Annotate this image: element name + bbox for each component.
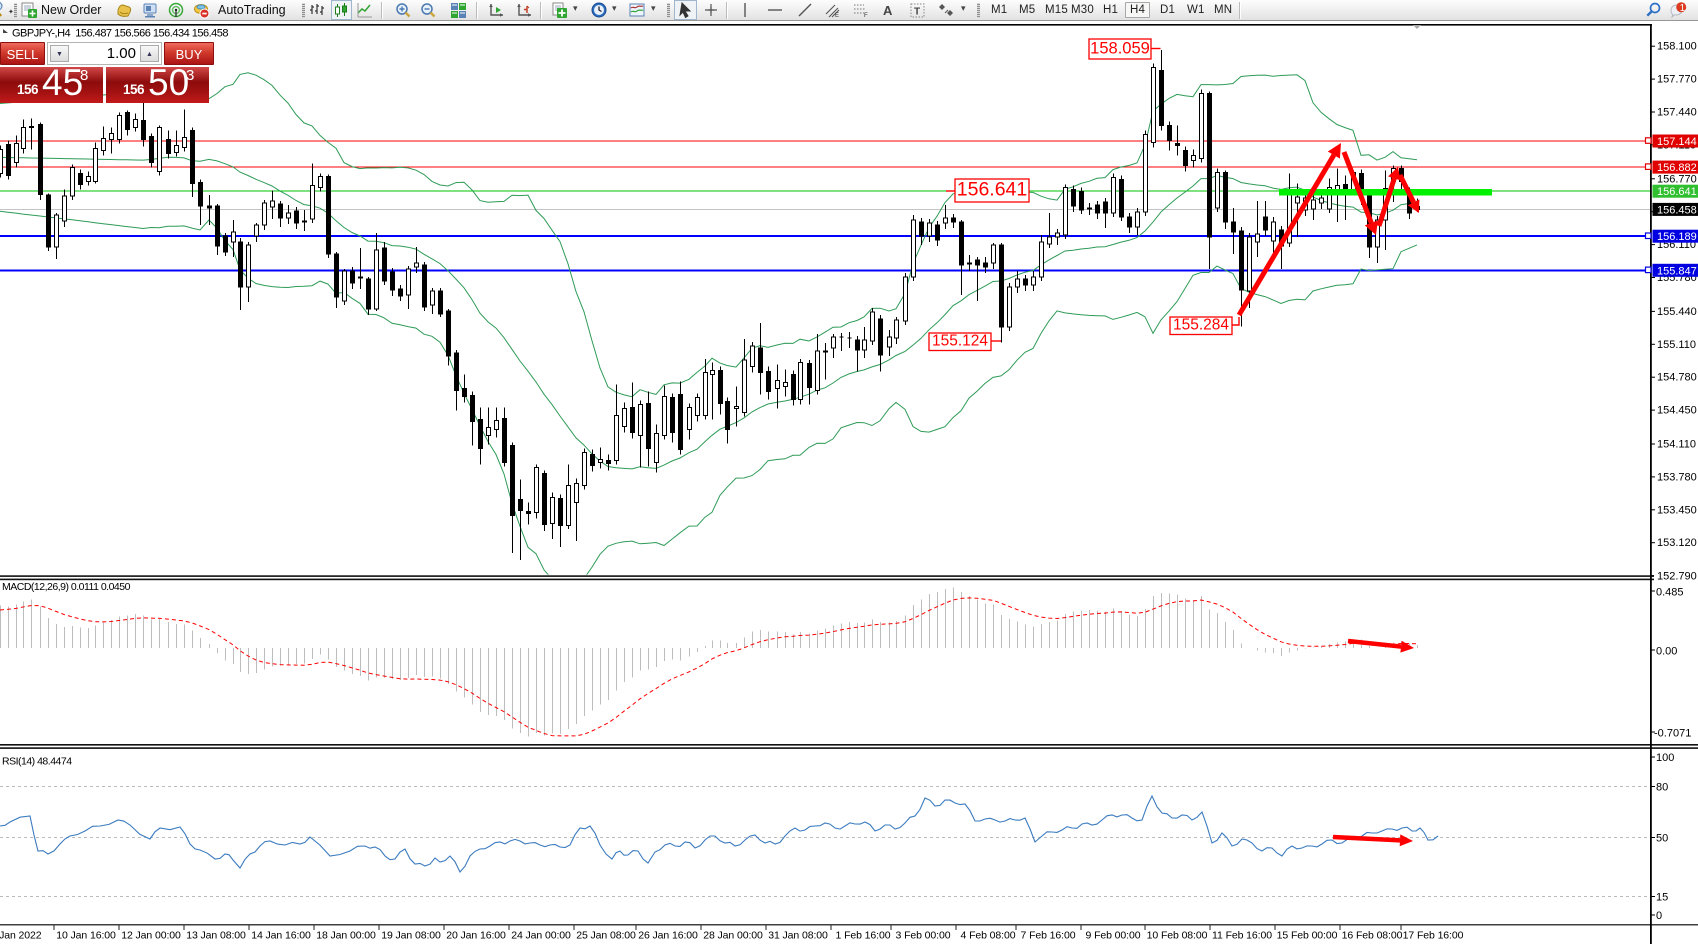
svg-text:10 Jan 16:00: 10 Jan 16:00 xyxy=(56,930,116,942)
svg-text:158.059: 158.059 xyxy=(1090,39,1150,57)
svg-text:14 Jan 16:00: 14 Jan 16:00 xyxy=(251,930,311,942)
svg-text:154.450: 154.450 xyxy=(1657,405,1697,417)
svg-text:11 Feb 16:00: 11 Feb 16:00 xyxy=(1212,930,1272,942)
svg-text:F: F xyxy=(864,13,868,19)
svg-text:156.189: 156.189 xyxy=(1657,231,1697,243)
svg-text:28 Jan 00:00: 28 Jan 00:00 xyxy=(703,930,763,942)
svg-text:155.124: 155.124 xyxy=(932,333,988,350)
svg-text:20 Jan 16:00: 20 Jan 16:00 xyxy=(446,930,506,942)
svg-text:31 Jan 08:00: 31 Jan 08:00 xyxy=(768,930,828,942)
svg-text:26 Jan 16:00: 26 Jan 16:00 xyxy=(638,930,698,942)
svg-text:E: E xyxy=(835,13,839,19)
svg-text:18 Jan 00:00: 18 Jan 00:00 xyxy=(316,930,376,942)
svg-text:152.790: 152.790 xyxy=(1657,571,1697,583)
svg-text:157.440: 157.440 xyxy=(1657,107,1697,119)
svg-text:0.00: 0.00 xyxy=(1656,646,1677,658)
svg-text:MACD(12,26,9) 0.0111 0.0450: MACD(12,26,9) 0.0111 0.0450 xyxy=(2,581,131,593)
svg-text:156.641: 156.641 xyxy=(1657,186,1697,198)
svg-text:3 Feb 00:00: 3 Feb 00:00 xyxy=(896,930,951,942)
svg-text:155.440: 155.440 xyxy=(1657,306,1697,318)
svg-text:10 Feb 08:00: 10 Feb 08:00 xyxy=(1147,930,1208,942)
svg-text:156.770: 156.770 xyxy=(1657,173,1697,185)
svg-text:50: 50 xyxy=(1656,833,1668,845)
svg-text:0.485: 0.485 xyxy=(1656,587,1684,599)
svg-text:19 Jan 08:00: 19 Jan 08:00 xyxy=(381,930,441,942)
svg-text:155.110: 155.110 xyxy=(1657,339,1696,351)
svg-text:1: 1 xyxy=(1680,3,1686,14)
svg-text:24 Jan 00:00: 24 Jan 00:00 xyxy=(511,930,571,942)
svg-text:GBPJPY-,H4 156.487 156.566 15: GBPJPY-,H4 156.487 156.566 156.434 156.4… xyxy=(12,28,228,40)
svg-text:157.144: 157.144 xyxy=(1657,136,1697,148)
svg-text:12 Jan 00:00: 12 Jan 00:00 xyxy=(121,930,181,942)
svg-text:15: 15 xyxy=(1656,892,1668,904)
svg-text:16 Feb 08:00: 16 Feb 08:00 xyxy=(1342,930,1403,942)
svg-text:7 Feb 16:00: 7 Feb 16:00 xyxy=(1021,930,1076,942)
svg-text:154.780: 154.780 xyxy=(1657,372,1697,384)
svg-text:-0.7071: -0.7071 xyxy=(1654,728,1691,740)
svg-text:156.641: 156.641 xyxy=(957,179,1028,201)
svg-text:9 Feb 00:00: 9 Feb 00:00 xyxy=(1086,930,1141,942)
svg-text:0: 0 xyxy=(1656,910,1662,922)
svg-text:154.110: 154.110 xyxy=(1657,439,1696,451)
svg-text:4 Feb 08:00: 4 Feb 08:00 xyxy=(961,930,1016,942)
svg-text:T: T xyxy=(914,7,920,18)
svg-text:13 Jan 08:00: 13 Jan 08:00 xyxy=(186,930,246,942)
svg-text:155.284: 155.284 xyxy=(1173,317,1229,334)
svg-text:RSI(14) 48.4474: RSI(14) 48.4474 xyxy=(2,756,72,768)
svg-text:156.458: 156.458 xyxy=(1657,204,1697,216)
svg-text:80: 80 xyxy=(1656,782,1668,794)
svg-text:7 Jan 2022: 7 Jan 2022 xyxy=(0,930,42,942)
svg-text:15 Feb 00:00: 15 Feb 00:00 xyxy=(1277,930,1338,942)
svg-text:157.770: 157.770 xyxy=(1657,74,1697,86)
svg-text:158.100: 158.100 xyxy=(1657,41,1697,53)
svg-text:153.780: 153.780 xyxy=(1657,471,1697,483)
svg-text:155.847: 155.847 xyxy=(1657,265,1697,277)
svg-text:156.882: 156.882 xyxy=(1657,162,1697,174)
svg-text:25 Jan 08:00: 25 Jan 08:00 xyxy=(576,930,636,942)
svg-text:17 Feb 16:00: 17 Feb 16:00 xyxy=(1403,930,1464,942)
svg-text:1 Feb 16:00: 1 Feb 16:00 xyxy=(836,930,891,942)
svg-text:153.450: 153.450 xyxy=(1657,504,1697,516)
svg-text:100: 100 xyxy=(1656,752,1674,764)
svg-text:153.120: 153.120 xyxy=(1657,537,1697,549)
